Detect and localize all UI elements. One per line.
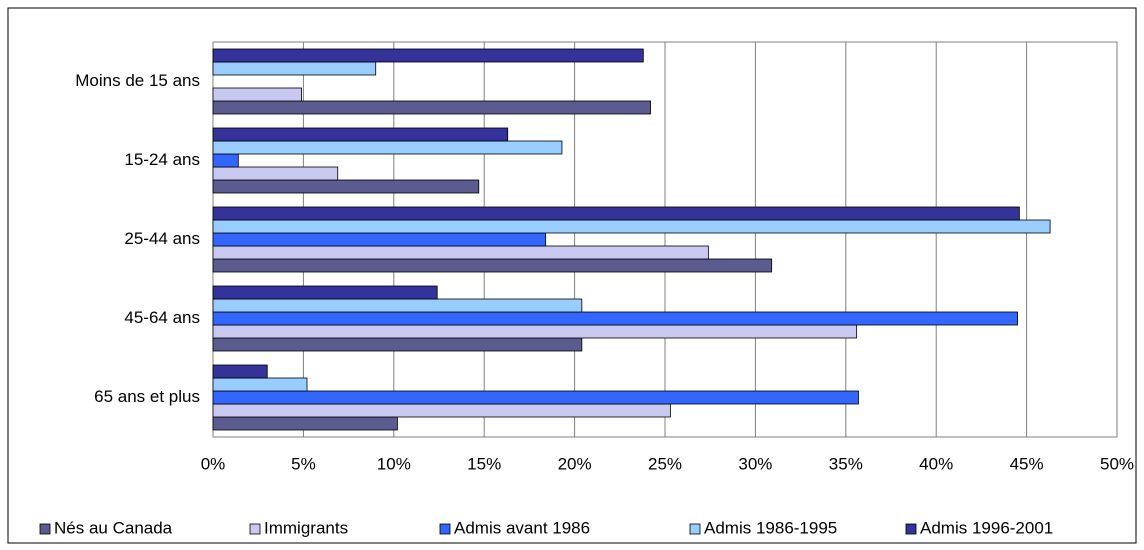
bar — [212, 324, 858, 339]
x-tick-label: 10% — [377, 454, 411, 473]
bar — [212, 127, 509, 142]
x-tick-label: 50% — [1100, 454, 1134, 473]
legend-swatch — [39, 523, 51, 535]
bar — [212, 206, 1020, 221]
legend-swatch — [689, 523, 701, 535]
x-tick-label: 20% — [558, 454, 592, 473]
bar — [212, 219, 1051, 234]
bar — [212, 140, 563, 155]
bar — [212, 416, 398, 431]
bar — [212, 48, 644, 63]
bar — [212, 166, 339, 181]
legend-swatch — [905, 523, 917, 535]
legend-label: Admis 1986-1995 — [704, 518, 837, 537]
y-tick-label: 15-24 ans — [124, 150, 200, 169]
bar — [212, 245, 709, 260]
bar — [212, 337, 583, 352]
bar — [212, 179, 480, 194]
legend-swatch — [249, 523, 261, 535]
x-tick-label: 15% — [467, 454, 501, 473]
y-tick-label: 45-64 ans — [124, 308, 200, 327]
bar — [212, 377, 308, 392]
legend-swatch — [439, 523, 451, 535]
x-tick-label: 25% — [648, 454, 682, 473]
legend-label: Admis 1996-2001 — [920, 518, 1053, 537]
legend-label: Nés au Canada — [54, 518, 173, 537]
bar — [212, 232, 547, 247]
y-tick-label: Moins de 15 ans — [75, 71, 200, 90]
legend-label: Immigrants — [264, 518, 348, 537]
bar — [212, 285, 438, 300]
x-tick-label: 40% — [919, 454, 953, 473]
y-tick-label: 65 ans et plus — [94, 387, 200, 406]
bar — [212, 258, 773, 273]
x-tick-label: 5% — [291, 454, 316, 473]
bar — [212, 61, 377, 76]
bar — [212, 298, 583, 313]
x-tick-label: 0% — [201, 454, 226, 473]
bar — [212, 100, 651, 115]
bar — [212, 403, 671, 418]
legend-label: Admis avant 1986 — [454, 518, 590, 537]
x-tick-label: 30% — [738, 454, 772, 473]
y-tick-label: 25-44 ans — [124, 229, 200, 248]
x-tick-label: 35% — [829, 454, 863, 473]
bar — [212, 311, 1018, 326]
bar — [212, 390, 859, 405]
bar — [212, 153, 239, 168]
bar — [212, 364, 268, 379]
bar — [212, 87, 302, 102]
x-tick-label: 45% — [1010, 454, 1044, 473]
